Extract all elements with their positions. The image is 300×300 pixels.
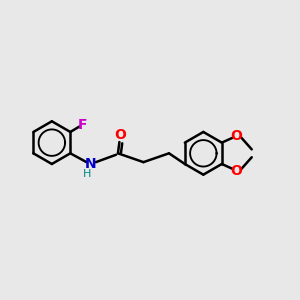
Text: O: O <box>115 128 126 142</box>
Text: O: O <box>231 129 242 143</box>
Text: H: H <box>83 169 91 179</box>
Text: F: F <box>77 118 87 132</box>
Text: O: O <box>231 164 242 178</box>
Text: N: N <box>85 157 97 171</box>
